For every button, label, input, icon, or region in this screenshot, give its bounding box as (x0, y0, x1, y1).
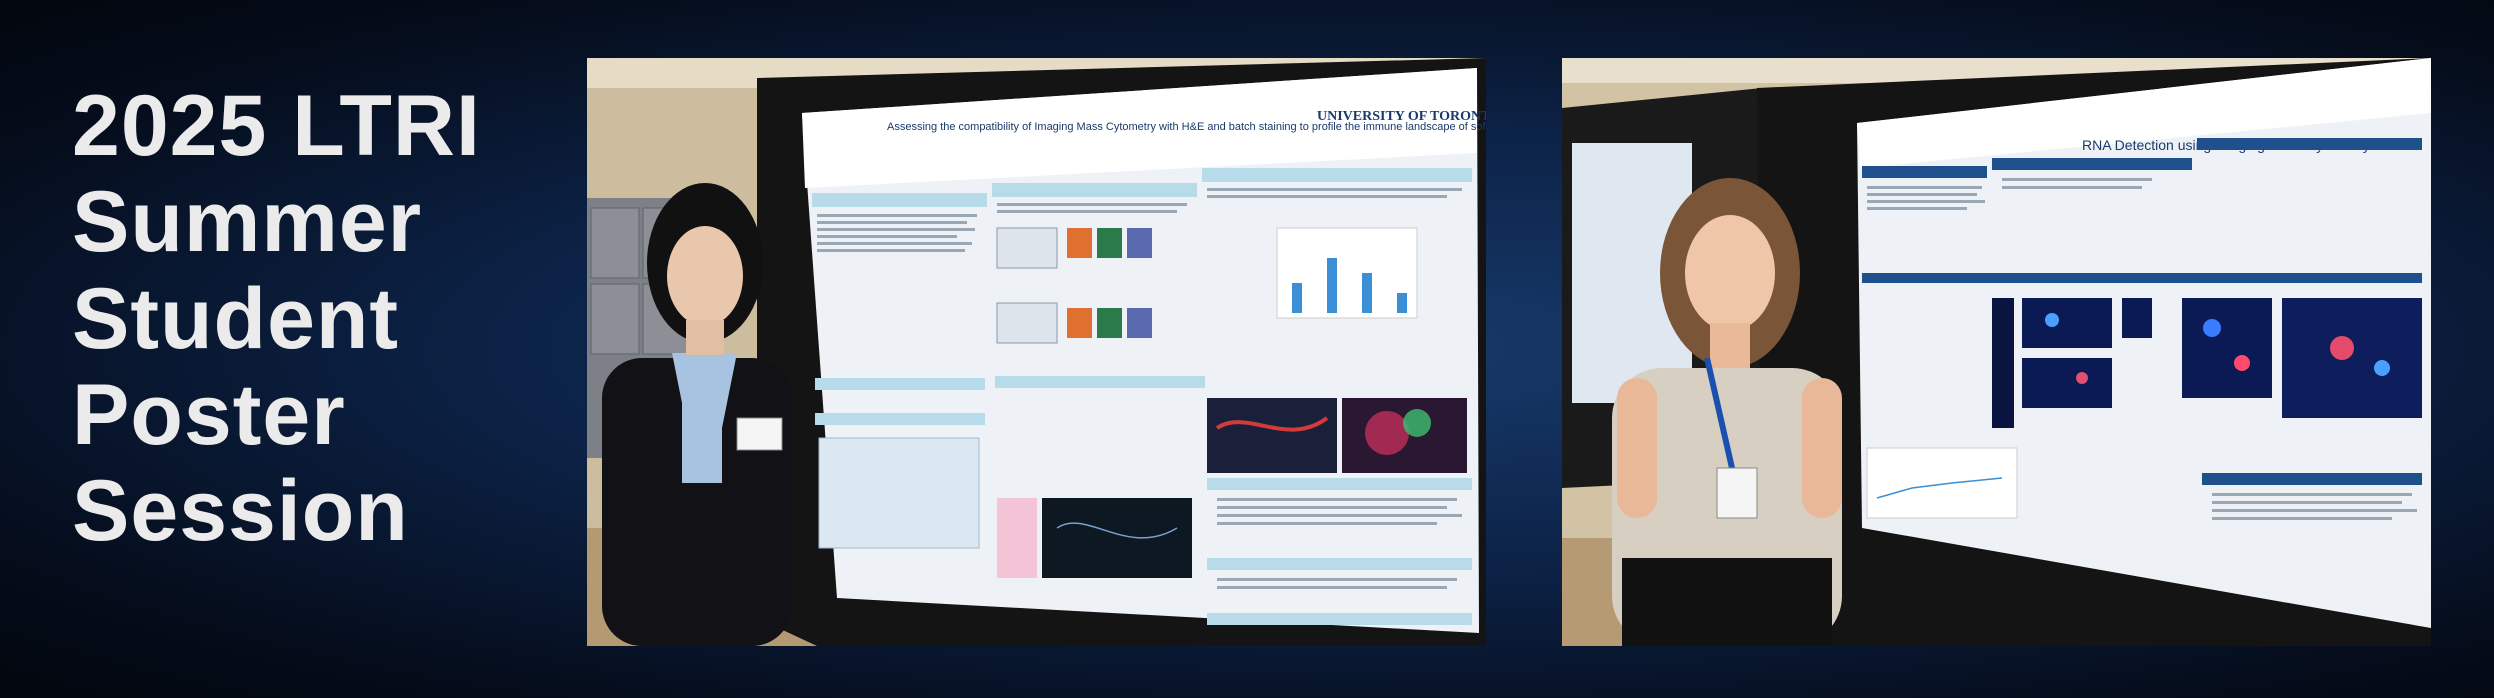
poster-right: RNA Detection using Imaging Mass Cytomet… (1857, 58, 2431, 628)
headline-line: Session (72, 463, 409, 560)
person-left (602, 183, 792, 646)
headline: 2025 LTRI Summer Student Poster Session (72, 78, 542, 560)
headline-line: 2025 LTRI (72, 78, 481, 174)
headline-line: Student (72, 270, 400, 367)
photo-right: RNA Detection using Imaging Mass Cytomet… (1562, 58, 2431, 646)
headline-line: Summer (72, 174, 423, 271)
headline-line: Poster (72, 366, 346, 463)
poster-left-title-text: Assessing the compatibility of Imaging M… (887, 121, 1486, 133)
poster-left: Assessing the compatibility of Imaging M… (802, 68, 1486, 633)
person-right (1612, 178, 1842, 646)
poster-left-logo: UNIVERSITY OF TORONTO (1317, 109, 1486, 124)
photo-left: Assessing the compatibility of Imaging M… (587, 58, 1486, 646)
poster-left-title: Assessing the compatibility of Imaging M… (887, 121, 1486, 133)
